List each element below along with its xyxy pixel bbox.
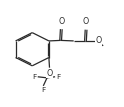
Text: O: O <box>83 17 89 26</box>
Text: O: O <box>95 36 102 45</box>
Text: F: F <box>41 87 45 93</box>
Text: O: O <box>58 17 64 26</box>
Text: O: O <box>47 69 53 78</box>
Text: F: F <box>57 74 61 80</box>
Text: F: F <box>32 74 36 80</box>
